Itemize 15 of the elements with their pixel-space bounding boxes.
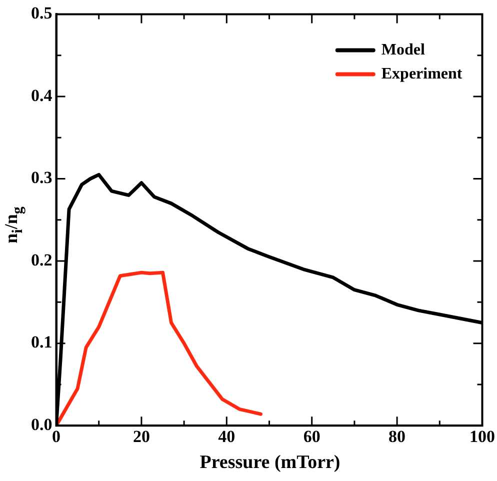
- y-tick-label: 0.3: [31, 168, 52, 188]
- y-tick-label: 0.1: [31, 332, 52, 352]
- y-tick-label: 0.2: [31, 250, 52, 270]
- x-tick-label: 80: [388, 427, 406, 446]
- legend-label: Model: [381, 41, 426, 58]
- y-tick-label: 0.0: [31, 414, 52, 434]
- x-tick-label: 20: [132, 427, 150, 446]
- x-tick-label: 40: [218, 427, 236, 446]
- x-tick-label: 60: [303, 427, 320, 446]
- x-tick-label: 100: [470, 427, 495, 446]
- x-axis-title: Pressure (mTorr): [200, 452, 340, 474]
- x-tick-label: 0: [52, 427, 60, 446]
- y-tick-label: 0.5: [31, 4, 52, 23]
- legend-label: Experiment: [381, 65, 463, 82]
- y-tick-label: 0.4: [31, 86, 53, 105]
